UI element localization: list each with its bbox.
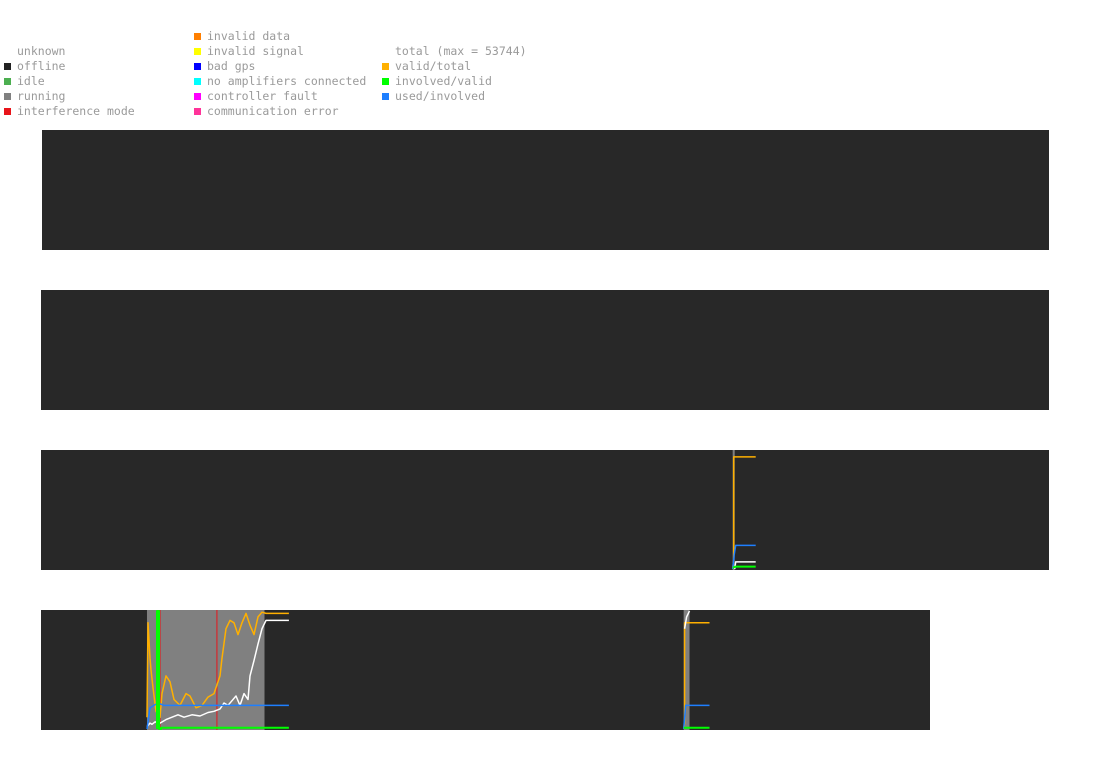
legend-swatch	[382, 78, 389, 85]
legend-label: valid/total	[395, 59, 472, 73]
legend-item-communication-error: communication error	[194, 104, 366, 119]
status-segment-running	[146, 610, 265, 730]
legend-item-invalid-data: invalid data	[194, 29, 366, 44]
legend-label: total (max = 53744)	[395, 44, 527, 58]
legend-item-bad-gps: bad gps	[194, 59, 366, 74]
legend-status-column: unknown offline idle running interference mo…	[4, 29, 135, 119]
timeline-plot	[731, 450, 756, 570]
legend-error-column: invalid data invalid signal bad gps no ampl…	[194, 29, 366, 119]
legend-label: idle	[17, 74, 45, 88]
legend-label: unknown	[17, 44, 66, 58]
legend-label: bad gps	[207, 59, 256, 73]
legend-item-unknown: unknown	[4, 44, 135, 59]
timeline-panel-3	[41, 450, 1049, 570]
legend-item-invalid-signal: invalid signal	[194, 44, 366, 59]
legend-item-valid-total: valid/total	[382, 59, 527, 74]
legend-label: invalid signal	[207, 44, 304, 58]
legend-swatch	[4, 93, 11, 100]
legend-swatch	[194, 108, 201, 115]
legend-item-no-amplifiers-connected: no amplifiers connected	[194, 74, 366, 89]
timeline-panel-4	[41, 610, 930, 730]
legend-label: communication error	[207, 104, 339, 118]
legend-item-total-max-53744: total (max = 53744)	[382, 44, 527, 59]
legend-label: no amplifiers connected	[207, 74, 367, 88]
series-line-total	[683, 610, 691, 629]
legend-swatch	[194, 93, 201, 100]
legend-swatch	[194, 33, 201, 40]
legend-item-offline: offline	[4, 59, 135, 74]
timeline-panel-1	[42, 130, 1049, 250]
legend-label: involved/valid	[395, 74, 492, 88]
legend-label: offline	[17, 59, 66, 73]
status-segment-running	[683, 610, 690, 730]
series-line-involved-valid	[156, 610, 289, 730]
legend-swatch	[4, 78, 11, 85]
legend-swatch	[4, 63, 11, 70]
series-line-involved-valid	[732, 565, 756, 569]
legend-swatch	[194, 48, 201, 55]
series-line-total	[733, 561, 756, 570]
legend-label: interference mode	[17, 104, 135, 118]
timeline-plot	[41, 290, 1049, 410]
legend-label: running	[17, 89, 66, 103]
legend-swatch	[382, 93, 389, 100]
legend-item-used-involved: used/involved	[382, 89, 527, 104]
legend-swatch	[194, 63, 201, 70]
series-line-total	[146, 619, 289, 728]
timeline-plot	[146, 610, 710, 730]
legend-item-involved-valid: involved/valid	[382, 74, 527, 89]
series-line-valid-total	[731, 456, 756, 570]
legend-label: used/involved	[395, 89, 486, 103]
legend-label: invalid data	[207, 29, 291, 43]
legend-item-controller-fault: controller fault	[194, 89, 366, 104]
legend-swatch	[382, 63, 389, 70]
legend-swatch	[194, 78, 201, 85]
legend-ratio-column: total (max = 53744) valid/total involved/v…	[382, 29, 527, 104]
series-line-used-involved	[731, 544, 756, 570]
legend-swatch	[4, 108, 11, 115]
legend-spacer	[382, 29, 527, 44]
legend-item-running: running	[4, 89, 135, 104]
series-line-used-involved	[682, 704, 710, 730]
legend-spacer	[4, 29, 135, 44]
legend-label: controller fault	[207, 89, 318, 103]
legend-item-idle: idle	[4, 74, 135, 89]
timeline-plot	[42, 130, 1049, 250]
timeline-panel-2	[41, 290, 1049, 410]
legend-item-interference-mode: interference mode	[4, 104, 135, 119]
